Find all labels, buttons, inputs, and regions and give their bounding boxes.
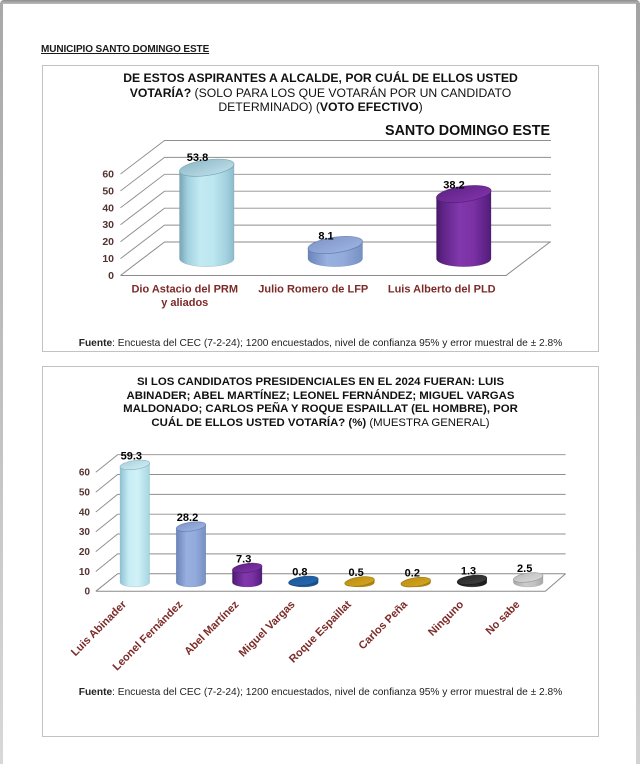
svg-text:40: 40 xyxy=(102,202,114,214)
svg-text:40: 40 xyxy=(79,507,91,518)
svg-text:10: 10 xyxy=(102,253,114,265)
svg-text:60: 60 xyxy=(102,169,114,181)
svg-text:0: 0 xyxy=(84,587,90,598)
svg-text:59.3: 59.3 xyxy=(121,451,142,463)
svg-text:Roque Espaillat: Roque Espaillat xyxy=(287,598,354,665)
svg-text:50: 50 xyxy=(79,487,91,498)
svg-text:20: 20 xyxy=(102,236,114,248)
svg-text:50: 50 xyxy=(102,185,114,197)
svg-text:Julio Romero de LFP: Julio Romero de LFP xyxy=(258,284,368,296)
svg-text:Luis Alberto del PLD: Luis Alberto del PLD xyxy=(388,284,496,296)
svg-text:Ninguno: Ninguno xyxy=(426,598,466,638)
svg-text:7.3: 7.3 xyxy=(236,554,251,566)
svg-text:Dio Astacio del PRM: Dio Astacio del PRM xyxy=(131,284,238,296)
svg-text:60: 60 xyxy=(79,468,91,479)
svg-text:8.1: 8.1 xyxy=(318,230,333,242)
svg-text:0.8: 0.8 xyxy=(292,567,307,579)
svg-text:0: 0 xyxy=(108,270,114,282)
svg-text:Miguel Vargas: Miguel Vargas xyxy=(237,599,298,660)
svg-text:No sabe: No sabe xyxy=(484,599,523,638)
svg-text:20: 20 xyxy=(79,547,91,558)
svg-text:53.8: 53.8 xyxy=(187,152,208,164)
svg-text:2.5: 2.5 xyxy=(517,563,532,575)
svg-text:30: 30 xyxy=(102,219,114,231)
svg-text:Carlos Peña: Carlos Peña xyxy=(357,598,411,652)
svg-text:10: 10 xyxy=(79,567,91,578)
svg-text:28.2: 28.2 xyxy=(177,512,198,524)
svg-text:1.3: 1.3 xyxy=(461,566,476,578)
svg-text:38.2: 38.2 xyxy=(443,179,464,191)
svg-text:Abel Martínez: Abel Martínez xyxy=(182,598,241,657)
svg-text:Luis Abinader: Luis Abinader xyxy=(69,598,130,659)
svg-text:0.5: 0.5 xyxy=(348,567,363,579)
svg-text:30: 30 xyxy=(79,527,91,538)
svg-text:y aliados: y aliados xyxy=(161,297,208,309)
svg-text:0.2: 0.2 xyxy=(405,568,420,580)
